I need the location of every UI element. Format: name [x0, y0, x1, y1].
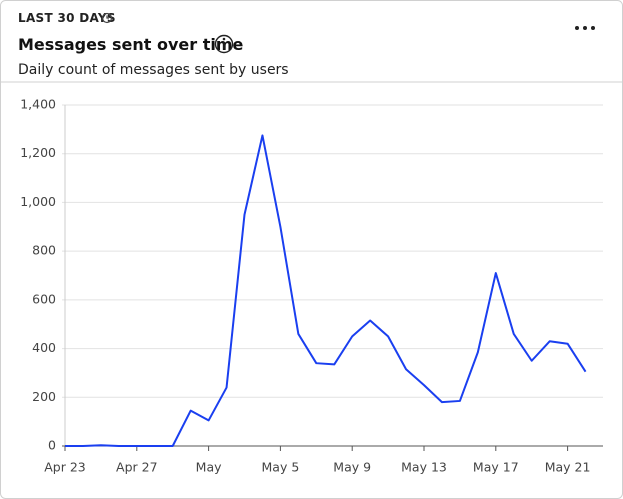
y-tick-label: 1,000 [20, 194, 56, 209]
x-tick-label: Apr 27 [116, 460, 158, 475]
x-tick-label: May 9 [333, 460, 371, 475]
x-tick-label: May 13 [401, 460, 447, 475]
plot: 0 200 400 600 800 1,000 1,200 1,400 Apr 23 Apr 27… [20, 97, 603, 475]
x-tick-label: May 5 [262, 460, 300, 475]
y-tick-label: 800 [32, 243, 56, 258]
x-tick-label: May [196, 460, 222, 475]
x-tick-label: Apr 23 [44, 460, 86, 475]
clock-icon [101, 12, 113, 24]
x-tick-label: May 17 [473, 460, 519, 475]
x-tick-label: May 21 [545, 460, 591, 475]
more-menu[interactable] [575, 26, 595, 30]
y-tick-label: 600 [32, 291, 56, 306]
card-title: Messages sent over time [18, 35, 244, 54]
y-tick-label: 400 [32, 340, 56, 355]
period-label: LAST 30 DAYS [18, 11, 116, 25]
data-line [65, 134, 587, 447]
info-icon[interactable] [214, 34, 234, 54]
y-tick-label: 1,400 [20, 97, 56, 112]
y-tick-label: 200 [32, 389, 56, 404]
y-tick-label: 0 [48, 438, 56, 453]
y-tick-label: 1,200 [20, 145, 56, 160]
card-subtitle: Daily count of messages sent by users [18, 62, 289, 78]
